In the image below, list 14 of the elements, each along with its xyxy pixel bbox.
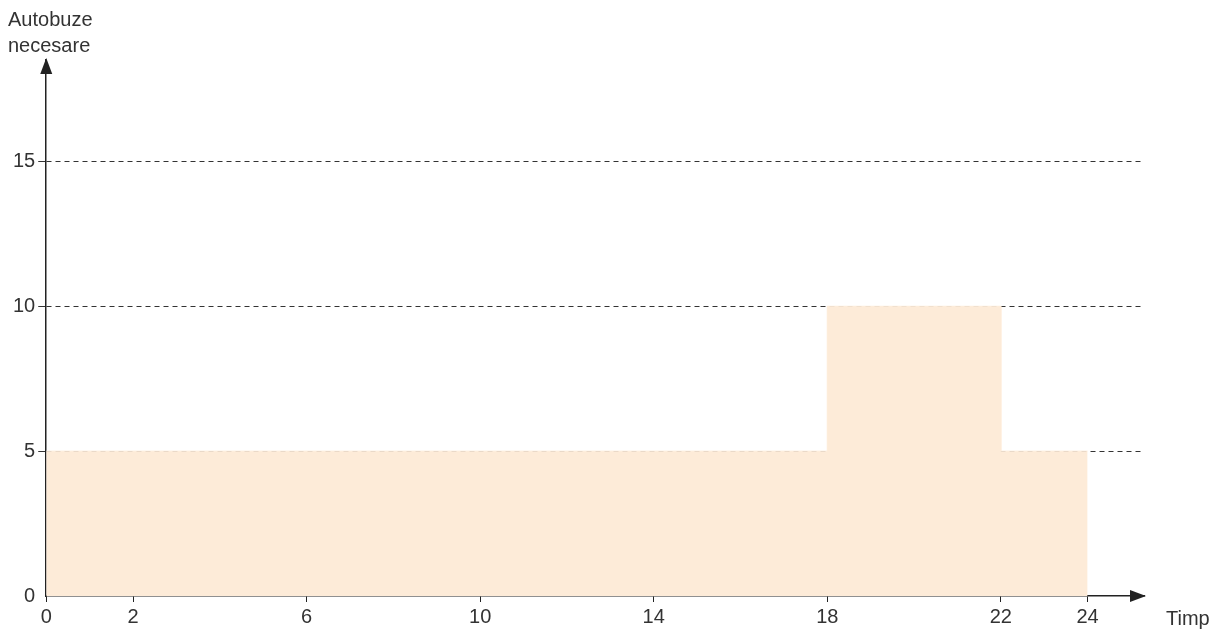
x-axis-title: Timp bbox=[1166, 606, 1210, 629]
x-tick-label: 18 bbox=[816, 604, 839, 627]
x-tick-label: 10 bbox=[469, 604, 492, 627]
x-tick-label: 0 bbox=[40, 604, 52, 627]
x-tick-label: 14 bbox=[642, 604, 665, 627]
y-tick-label: 10 bbox=[13, 293, 36, 316]
y-tick-label: 15 bbox=[13, 148, 36, 171]
y-axis-title: Autobuze necesare bbox=[8, 7, 94, 58]
y-tick-label: 0 bbox=[24, 583, 36, 606]
x-tick-label: 22 bbox=[989, 604, 1012, 627]
x-tick-label: 2 bbox=[127, 604, 139, 627]
x-tick-label: 6 bbox=[301, 604, 313, 627]
x-tick-label: 24 bbox=[1076, 604, 1099, 627]
y-tick-label: 5 bbox=[24, 438, 36, 461]
